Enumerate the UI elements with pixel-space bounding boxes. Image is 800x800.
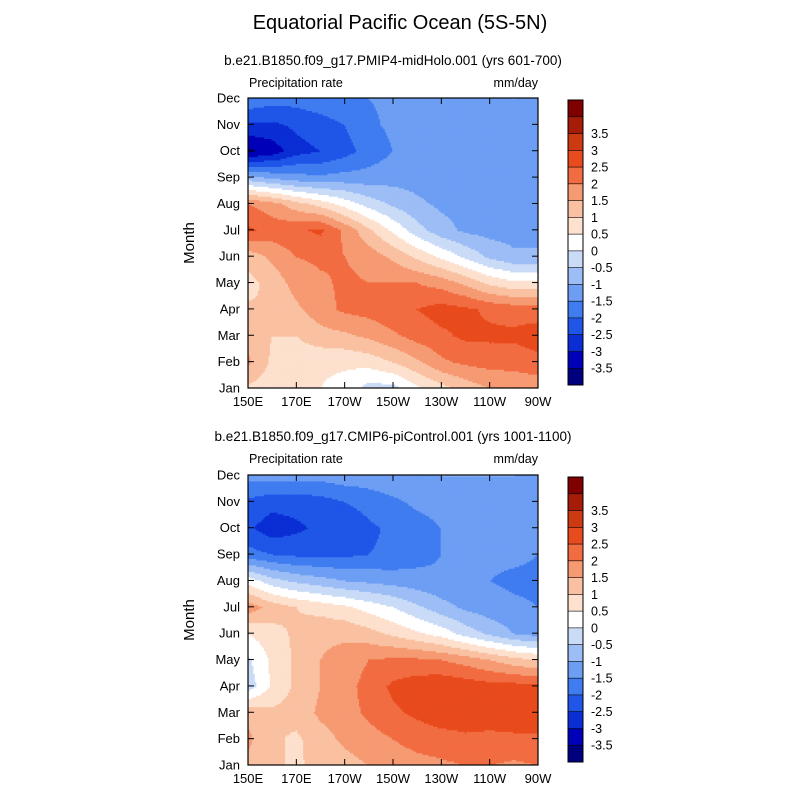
panel-1-subtitle: b.e21.B1850.f09_g17.PMIP4-midHolo.001 (y…: [224, 53, 562, 68]
panel-1-y-axis-title: Month: [181, 222, 198, 264]
panel-1-units-label: mm/day: [494, 76, 539, 90]
panel-1-variable-label: Precipitation rate: [249, 76, 343, 90]
panel-1: b.e21.B1850.f09_g17.PMIP4-midHolo.001 (y…: [181, 53, 613, 409]
panel-1-heatmap: [247, 97, 539, 389]
